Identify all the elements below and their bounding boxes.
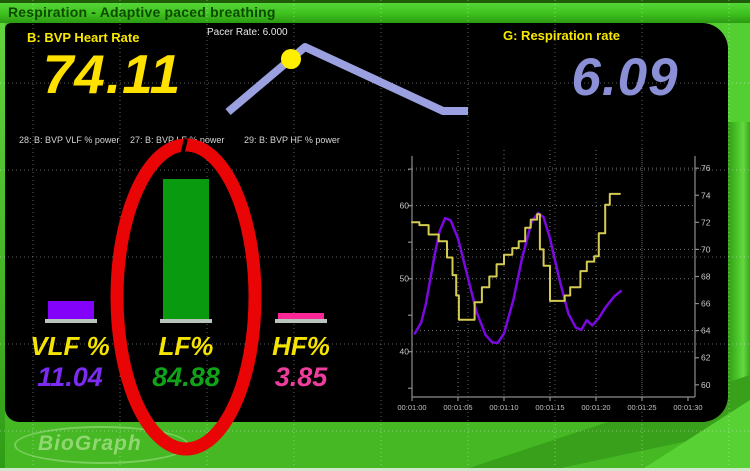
breathing-pacer-chart	[225, 43, 468, 116]
svg-text:00:01:00: 00:01:00	[397, 403, 426, 412]
svg-text:00:01:05: 00:01:05	[443, 403, 472, 412]
svg-text:50: 50	[400, 274, 410, 284]
pacer-rate-label: Pacer Rate: 6.000	[207, 27, 288, 38]
svg-text:68: 68	[701, 272, 711, 282]
svg-text:00:01:25: 00:01:25	[627, 403, 656, 412]
lf-percent-value: 84.88	[152, 362, 220, 392]
trend-line-chart: 60 50 40 76 74 72 70 68 66 64 62 60 00:01:00 00:01:05…	[397, 150, 711, 412]
panel-content: B: BVP Heart Rate 74.11 Pacer Rate: 6.00…	[5, 23, 728, 422]
lf-power-bar	[163, 178, 209, 319]
title-bar: Respiration - Adaptive paced breathing	[0, 2, 750, 23]
biograph-logo: BioGraph	[14, 424, 189, 464]
svg-text:00:01:30: 00:01:30	[673, 403, 702, 412]
svg-text:00:01:10: 00:01:10	[489, 403, 518, 412]
svg-text:74: 74	[701, 190, 711, 200]
screen-title: Respiration - Adaptive paced breathing	[8, 4, 276, 20]
vlf-percent-label: VLF %	[30, 331, 110, 361]
hf-power-bar	[278, 312, 324, 319]
vlf-power-bar	[48, 300, 94, 319]
svg-text:62: 62	[701, 353, 711, 363]
svg-text:00:01:20: 00:01:20	[581, 403, 610, 412]
lf-bar-header: 27: B: BVP LF % power	[130, 135, 225, 145]
svg-text:64: 64	[701, 326, 711, 336]
svg-text:70: 70	[701, 244, 711, 254]
respiration-rate-value: 6.09	[571, 48, 679, 107]
svg-text:72: 72	[701, 217, 711, 227]
svg-text:60: 60	[701, 380, 711, 390]
top-border-line	[0, 0, 750, 3]
respiration-rate-label: G: Respiration rate	[503, 28, 621, 43]
lf-percent-label: LF%	[158, 331, 214, 361]
svg-text:00:01:15: 00:01:15	[535, 403, 564, 412]
hf-percent-value: 3.85	[274, 362, 328, 392]
heart-rate-value: 74.11	[42, 43, 182, 105]
heart-rate-label: B: BVP Heart Rate	[27, 30, 140, 45]
hf-bar-header: 29: B: BVP HF % power	[244, 135, 340, 145]
svg-text:76: 76	[701, 163, 711, 173]
svg-text:60: 60	[400, 201, 410, 211]
hf-bar-base	[275, 319, 327, 323]
hf-percent-label: HF%	[272, 331, 330, 361]
bottom-border-line	[0, 468, 750, 471]
vlf-bar-base	[45, 319, 97, 323]
vlf-bar-header: 28: B: BVP VLF % power	[19, 135, 120, 145]
svg-text:40: 40	[400, 347, 410, 357]
lf-bar-base	[160, 319, 212, 323]
logo-text: BioGraph	[38, 432, 142, 455]
vlf-percent-value: 11.04	[37, 362, 103, 392]
left-green-border	[0, 0, 5, 471]
svg-text:66: 66	[701, 299, 711, 309]
